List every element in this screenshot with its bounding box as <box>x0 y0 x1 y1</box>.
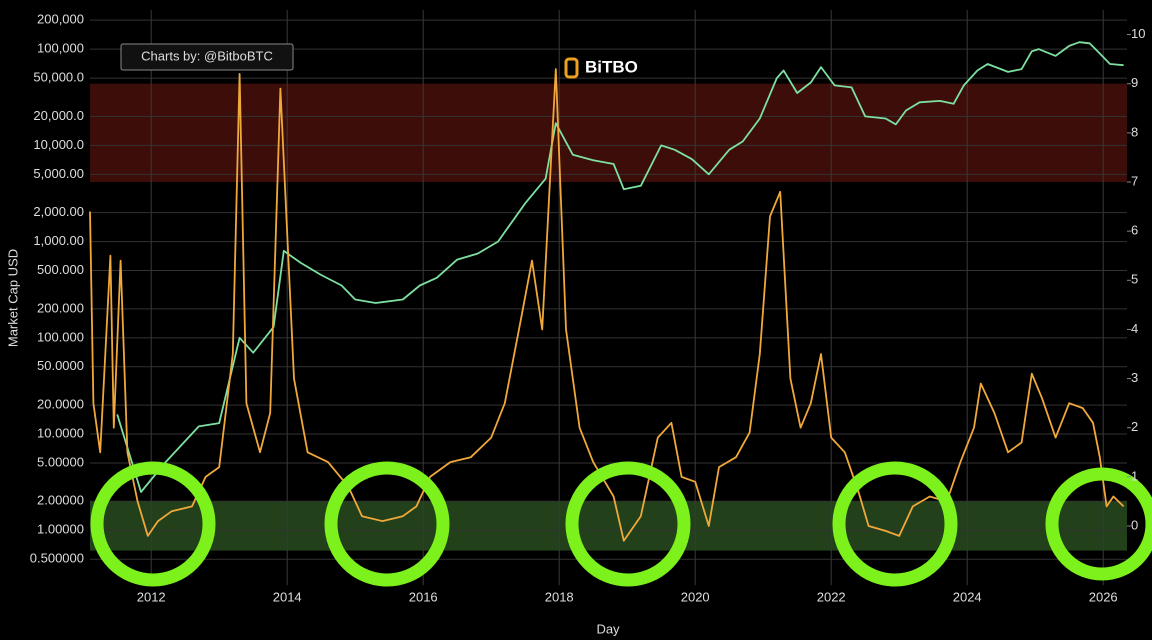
circle <box>90 461 216 587</box>
x-tick-label: 2022 <box>817 589 846 604</box>
y-tick-label: 100,000 <box>37 41 84 56</box>
y-tick-label: 20.0000 <box>37 397 84 412</box>
y2-tick-label: 8 <box>1131 124 1138 139</box>
grid <box>90 10 1127 585</box>
y-tick-label: 10,000.0 <box>33 137 84 152</box>
y2-tick-label: 1 <box>1131 468 1138 483</box>
y-tick-label: 1.00000 <box>37 522 84 537</box>
circle <box>832 461 958 587</box>
x-tick-label: 2026 <box>1089 589 1118 604</box>
x-tick-label: 2024 <box>953 589 982 604</box>
y2-tick-label: 4 <box>1131 321 1138 336</box>
y-tick-label: 200.000 <box>37 300 84 315</box>
zone-band <box>90 83 1127 183</box>
lines <box>89 41 1125 542</box>
y-tick-label: 0.500000 <box>30 551 84 566</box>
credit-box <box>120 43 294 71</box>
zone-band <box>90 501 1127 551</box>
y-tick-label: 500.000 <box>37 262 84 277</box>
y-tick-label: 1,000.00 <box>33 233 84 248</box>
y-tick-label: 2.00000 <box>37 493 84 508</box>
y-tick-label: 5,000.00 <box>33 166 84 181</box>
logo-icon <box>564 57 579 79</box>
y2-tick-label: 0 <box>1131 517 1138 532</box>
y-tick-label: 200,000 <box>37 12 84 27</box>
y2-tick-label: 5 <box>1131 272 1138 287</box>
series-line <box>89 68 1125 542</box>
y-tick-label: 20,000.0 <box>33 108 84 123</box>
credit: Charts by: @BitboBTC <box>141 48 273 63</box>
y-tick-label: 2,000.00 <box>33 204 84 219</box>
annotation-circles <box>90 461 1152 587</box>
y2-tick-label: 2 <box>1131 419 1138 434</box>
x-tick-label: 2014 <box>273 589 302 604</box>
y2-tick-label: 7 <box>1131 173 1138 188</box>
circle <box>565 461 691 587</box>
logo: BiTBO <box>585 57 638 76</box>
series-line <box>116 41 1124 493</box>
y-tick-label: 50,000.0 <box>33 70 84 85</box>
circle <box>1045 467 1152 581</box>
x-tick-label: 2018 <box>545 589 574 604</box>
y-tick-label: 5.00000 <box>37 454 84 469</box>
x-tick-label: 2020 <box>681 589 710 604</box>
y2-tick-label: 10 <box>1131 26 1145 41</box>
x-tick-label: 2012 <box>137 589 166 604</box>
y2-tick-label: 6 <box>1131 223 1138 238</box>
x-axis-title: Day <box>596 621 620 636</box>
x-tick-label: 2016 <box>409 589 438 604</box>
y-tick-label: 100.000 <box>37 329 84 344</box>
y-tick-label: 10.0000 <box>37 425 84 440</box>
y2-tick-label: 3 <box>1131 370 1138 385</box>
circle <box>324 461 450 587</box>
y2-tick-label: 9 <box>1131 75 1138 90</box>
y-tick-label: 50.0000 <box>37 358 84 373</box>
y-axis-title: Market Cap USD <box>5 249 20 347</box>
